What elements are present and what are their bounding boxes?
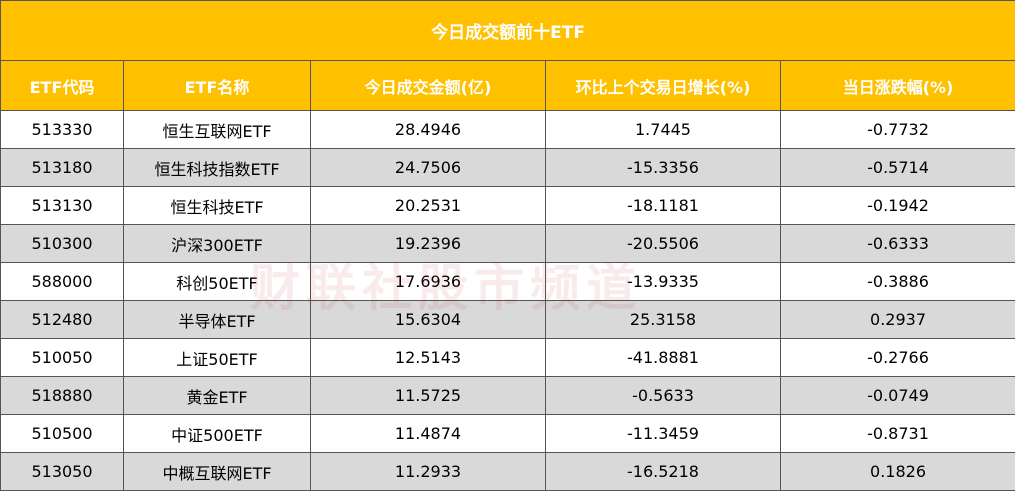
table-cell: 17.6936 — [310, 262, 546, 301]
column-header: 当日涨跌幅(%) — [779, 60, 1015, 111]
table-cell: -0.7732 — [779, 110, 1015, 149]
table-row: 510500 中证500ETF 11.4874 -11.3459 -0.8731 — [0, 414, 1015, 453]
table-row: 512480 半导体ETF 15.6304 25.3158 0.2937 — [0, 300, 1015, 339]
table-cell: 半导体ETF — [123, 300, 311, 339]
table-cell: 11.2933 — [310, 452, 546, 491]
table-row: 510050 上证50ETF 12.5143 -41.8881 -0.2766 — [0, 338, 1015, 377]
table-cell: 中证500ETF — [123, 414, 311, 453]
table-cell: 中概互联网ETF — [123, 452, 311, 491]
table-row: 513180 恒生科技指数ETF 24.7506 -15.3356 -0.5714 — [0, 148, 1015, 187]
table-cell: 510500 — [0, 414, 124, 453]
column-header: ETF名称 — [123, 60, 311, 111]
table-cell: 1.7445 — [545, 110, 781, 149]
table-cell: 15.6304 — [310, 300, 546, 339]
table-cell: 513330 — [0, 110, 124, 149]
table-cell: 沪深300ETF — [123, 224, 311, 263]
table-cell: 科创50ETF — [123, 262, 311, 301]
table-cell: -20.5506 — [545, 224, 781, 263]
table-cell: -16.5218 — [545, 452, 781, 491]
table-cell: 12.5143 — [310, 338, 546, 377]
table-cell: -41.8881 — [545, 338, 781, 377]
table-row: 518880 黄金ETF 11.5725 -0.5633 -0.0749 — [0, 376, 1015, 415]
table-row: 513130 恒生科技ETF 20.2531 -18.1181 -0.1942 — [0, 186, 1015, 225]
table-cell: -0.5714 — [779, 148, 1015, 187]
table-cell: -0.3886 — [779, 262, 1015, 301]
table-cell: -13.9335 — [545, 262, 781, 301]
column-header: 今日成交金额(亿) — [310, 60, 546, 111]
column-header: ETF代码 — [0, 60, 124, 111]
table-title: 今日成交额前十ETF — [0, 0, 1015, 61]
table-cell: 11.5725 — [310, 376, 546, 415]
table-cell: 恒生科技指数ETF — [123, 148, 311, 187]
table-row: 513050 中概互联网ETF 11.2933 -16.5218 0.1826 — [0, 452, 1015, 491]
table-cell: 25.3158 — [545, 300, 781, 339]
table-cell: -0.0749 — [779, 376, 1015, 415]
column-header: 环比上个交易日增长(%) — [545, 60, 781, 111]
table-cell: 513180 — [0, 148, 124, 187]
table-cell: 黄金ETF — [123, 376, 311, 415]
table-cell: -0.2766 — [779, 338, 1015, 377]
table-cell: 11.4874 — [310, 414, 546, 453]
table-cell: -0.6333 — [779, 224, 1015, 263]
table-cell: 0.1826 — [779, 452, 1015, 491]
table-cell: 510300 — [0, 224, 124, 263]
table-cell: 恒生科技ETF — [123, 186, 311, 225]
table-cell: -11.3459 — [545, 414, 781, 453]
table-cell: 513050 — [0, 452, 124, 491]
table-row: 588000 科创50ETF 17.6936 -13.9335 -0.3886 — [0, 262, 1015, 301]
table-cell: -15.3356 — [545, 148, 781, 187]
table-cell: -0.1942 — [779, 186, 1015, 225]
table-cell: 19.2396 — [310, 224, 546, 263]
table-cell: -0.5633 — [545, 376, 781, 415]
table-cell: 0.2937 — [779, 300, 1015, 339]
table-cell: 恒生互联网ETF — [123, 110, 311, 149]
table-cell: 24.7506 — [310, 148, 546, 187]
table-cell: 20.2531 — [310, 186, 546, 225]
table-cell: 上证50ETF — [123, 338, 311, 377]
table-cell: -18.1181 — [545, 186, 781, 225]
table-cell: 512480 — [0, 300, 124, 339]
table-row: 510300 沪深300ETF 19.2396 -20.5506 -0.6333 — [0, 224, 1015, 263]
table-cell: 510050 — [0, 338, 124, 377]
table-row: 513330 恒生互联网ETF 28.4946 1.7445 -0.7732 — [0, 110, 1015, 149]
table-cell: 518880 — [0, 376, 124, 415]
table-cell: 588000 — [0, 262, 124, 301]
table-cell: -0.8731 — [779, 414, 1015, 453]
table-cell: 513130 — [0, 186, 124, 225]
table-cell: 28.4946 — [310, 110, 546, 149]
